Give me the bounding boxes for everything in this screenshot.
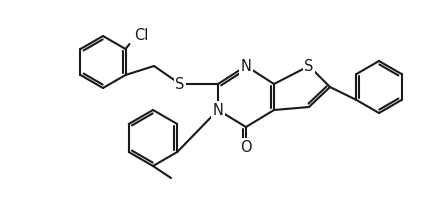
Text: S: S [304, 58, 314, 73]
Text: O: O [240, 140, 252, 155]
Text: S: S [175, 76, 185, 92]
Text: N: N [213, 103, 223, 117]
Text: Cl: Cl [134, 28, 149, 43]
Text: N: N [241, 58, 251, 73]
